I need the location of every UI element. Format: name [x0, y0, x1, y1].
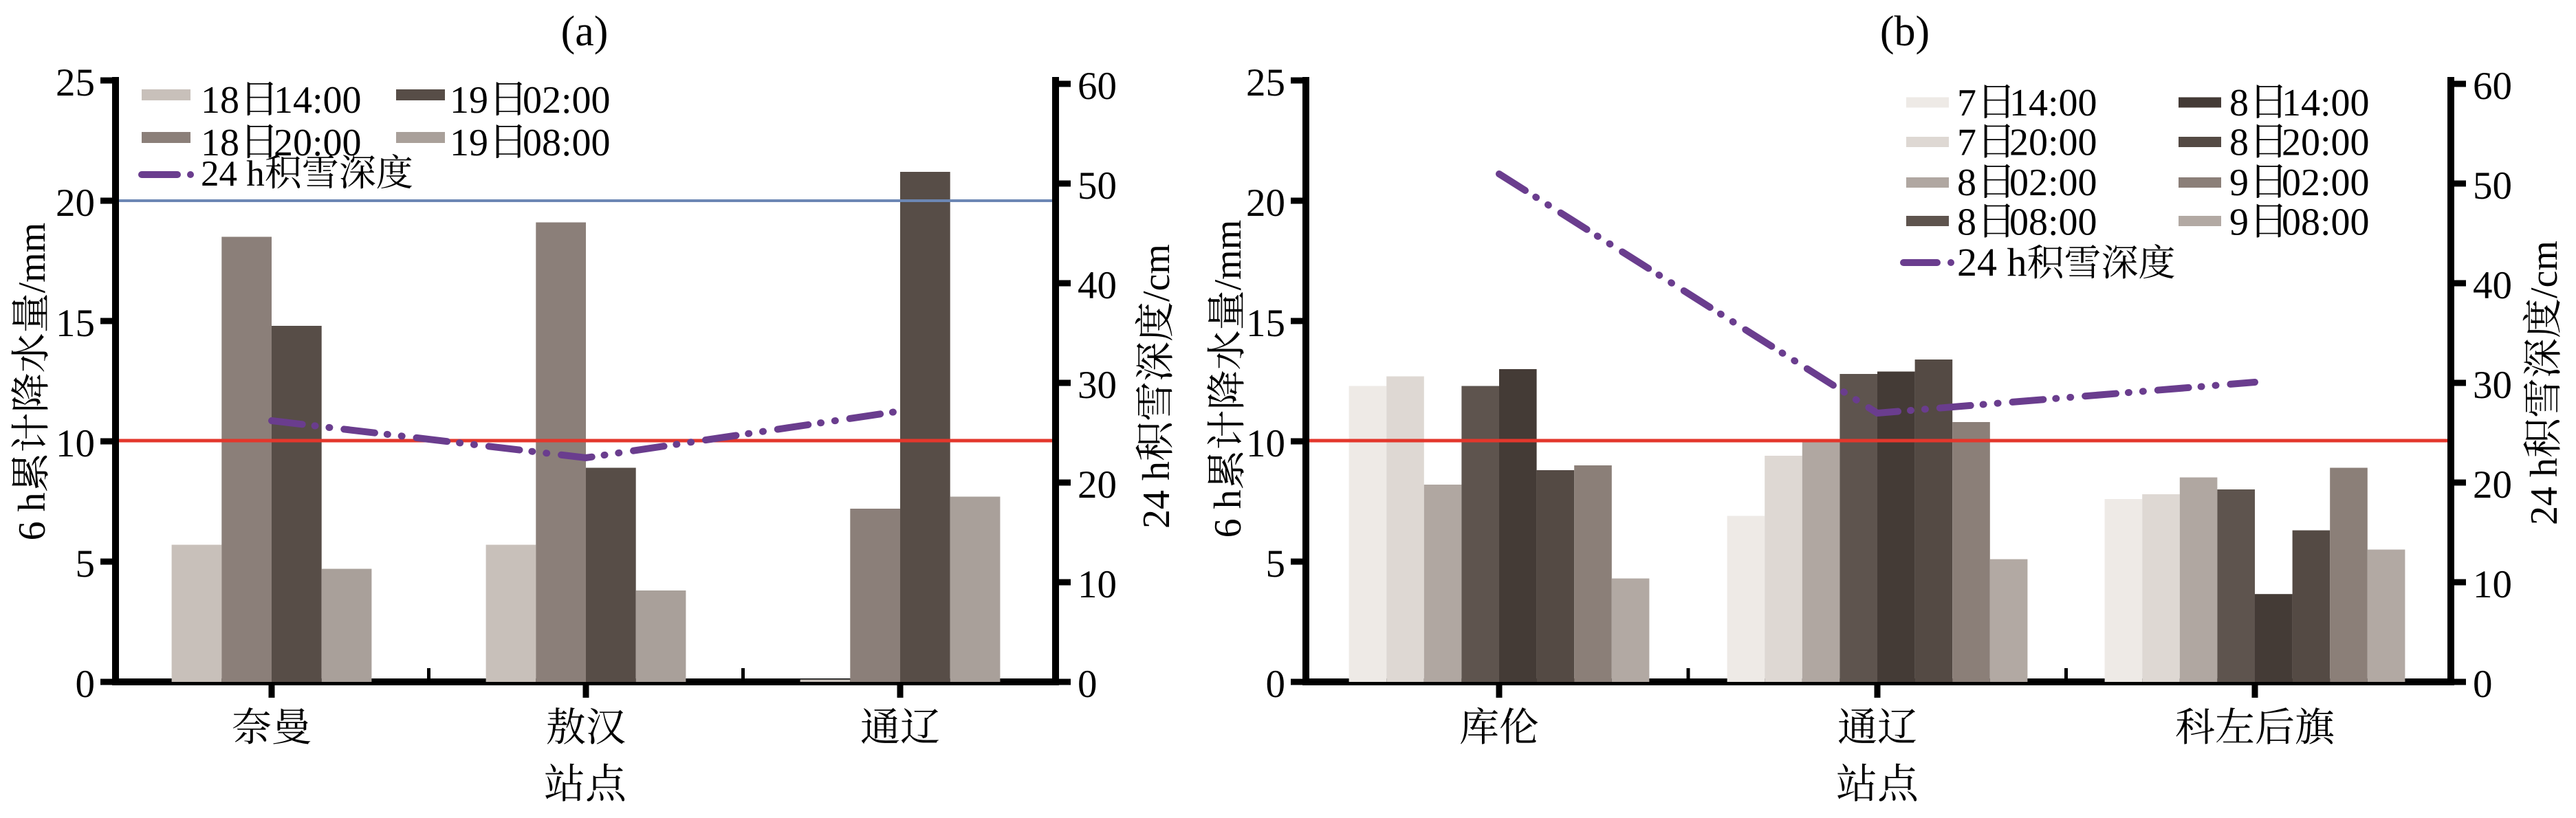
- svg-text:/cm: /cm: [2523, 241, 2566, 298]
- svg-text:60: 60: [2473, 65, 2512, 108]
- svg-text:15: 15: [1246, 302, 1285, 345]
- svg-text:6 h: 6 h: [11, 492, 54, 540]
- svg-text:0: 0: [76, 663, 96, 706]
- svg-text:08:00: 08:00: [2282, 201, 2370, 244]
- svg-text:8: 8: [2229, 122, 2249, 164]
- svg-text:20: 20: [1246, 181, 1285, 225]
- svg-text:20: 20: [1078, 463, 1117, 507]
- svg-text:60: 60: [1078, 65, 1117, 108]
- svg-text:14:00: 14:00: [2282, 82, 2370, 124]
- svg-text:14:00: 14:00: [2009, 82, 2097, 124]
- svg-text:10: 10: [1078, 563, 1117, 606]
- svg-text:25: 25: [56, 61, 95, 104]
- svg-text:0: 0: [1266, 663, 1286, 706]
- svg-text:9: 9: [2229, 201, 2249, 244]
- svg-text:20:00: 20:00: [2282, 122, 2370, 164]
- svg-text:19: 19: [450, 79, 488, 122]
- svg-text:10: 10: [1246, 422, 1285, 465]
- svg-text:02:00: 02:00: [523, 79, 611, 122]
- svg-text:40: 40: [2473, 264, 2512, 307]
- svg-text:/cm: /cm: [1135, 244, 1178, 302]
- svg-text:30: 30: [2473, 364, 2512, 407]
- svg-text:10: 10: [56, 422, 95, 465]
- svg-text:8: 8: [2229, 82, 2249, 124]
- svg-text:50: 50: [1078, 164, 1117, 208]
- svg-text:50: 50: [2473, 164, 2512, 208]
- svg-text:20: 20: [2473, 463, 2512, 507]
- svg-text:6 h: 6 h: [1207, 489, 1249, 538]
- svg-text:24 h: 24 h: [201, 154, 265, 194]
- svg-text:14:00: 14:00: [274, 79, 362, 122]
- svg-text:19: 19: [450, 122, 488, 164]
- svg-text:0: 0: [1078, 663, 1098, 706]
- svg-text:18: 18: [201, 122, 239, 164]
- svg-text:7: 7: [1957, 82, 1976, 124]
- svg-text:24 h: 24 h: [1957, 240, 2027, 285]
- svg-text:24 h: 24 h: [2523, 458, 2566, 525]
- svg-text:20: 20: [56, 181, 95, 225]
- svg-text:8: 8: [1957, 201, 1976, 244]
- svg-text:5: 5: [1266, 542, 1286, 586]
- svg-text:/mm: /mm: [11, 223, 54, 294]
- svg-text:30: 30: [1078, 364, 1117, 407]
- svg-text:02:00: 02:00: [2282, 162, 2370, 204]
- svg-text:08:00: 08:00: [523, 122, 611, 164]
- svg-text:5: 5: [76, 542, 96, 586]
- svg-text:20:00: 20:00: [2009, 122, 2097, 164]
- svg-text:24 h: 24 h: [1135, 461, 1178, 529]
- svg-text:8: 8: [1957, 162, 1976, 204]
- svg-text:(b): (b): [1880, 8, 1930, 55]
- svg-text:10: 10: [2473, 563, 2512, 606]
- svg-text:25: 25: [1246, 61, 1285, 104]
- svg-text:0: 0: [2473, 663, 2493, 706]
- svg-text:15: 15: [56, 302, 95, 345]
- svg-text:40: 40: [1078, 264, 1117, 307]
- svg-text:9: 9: [2229, 162, 2249, 204]
- svg-text:(a): (a): [561, 8, 609, 55]
- svg-text:08:00: 08:00: [2009, 201, 2097, 244]
- svg-text:/mm: /mm: [1207, 220, 1249, 291]
- svg-text:02:00: 02:00: [2009, 162, 2097, 204]
- svg-text:7: 7: [1957, 122, 1976, 164]
- svg-text:18: 18: [201, 79, 239, 122]
